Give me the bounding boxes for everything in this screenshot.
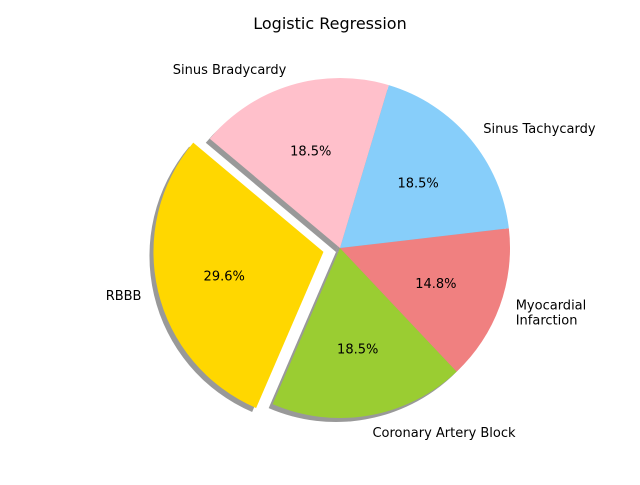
- slices-group: [153, 78, 510, 419]
- pct-label-sinus-tachycardy: 18.5%: [397, 176, 438, 191]
- category-label-myocardial-infarction: Myocardial Infarction: [516, 298, 587, 328]
- chart-title: Logistic Regression: [253, 14, 406, 33]
- category-label-rbbb: RBBB: [106, 289, 142, 304]
- category-label-sinus-tachycardy: Sinus Tachycardy: [483, 122, 596, 137]
- slice-coronary-artery-block: [272, 248, 457, 419]
- category-label-sinus-bradycardy: Sinus Bradycardy: [173, 63, 287, 78]
- pct-label-sinus-bradycardy: 18.5%: [290, 144, 331, 159]
- slice-rbbb: [153, 142, 324, 409]
- slice-sinus-bradycardy: [209, 78, 389, 248]
- category-label-coronary-artery-block: Coronary Artery Block: [372, 426, 516, 441]
- slice-myocardial-infarction: [340, 228, 510, 372]
- slice-sinus-tachycardy: [340, 85, 509, 248]
- labels-group: 29.6% RBBB 18.5% Coronary Artery Block 14.8%…: [106, 63, 596, 441]
- pct-label-coronary-artery-block: 18.5%: [337, 342, 378, 357]
- pct-label-rbbb: 29.6%: [204, 269, 245, 284]
- pct-label-myocardial-infarction: 14.8%: [415, 277, 456, 292]
